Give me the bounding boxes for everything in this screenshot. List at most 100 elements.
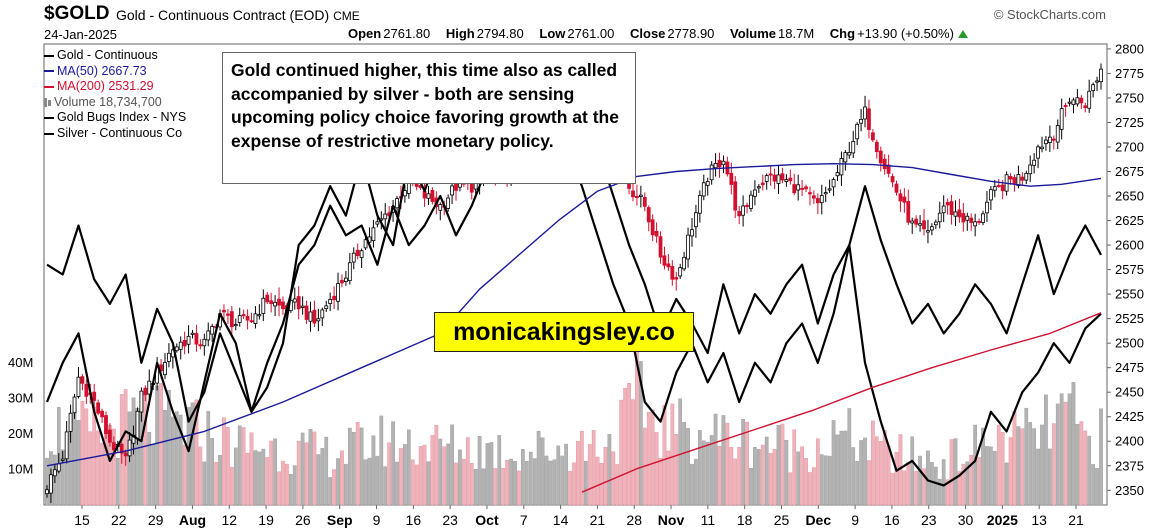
volume-bar: [808, 472, 812, 506]
volume-bar: [261, 448, 266, 506]
volume-bar: [764, 436, 769, 506]
volume-bar: [961, 463, 966, 506]
candle-body: [229, 311, 234, 328]
candle-body: [1087, 90, 1092, 109]
candle-body: [721, 160, 726, 166]
volume-bar: [143, 391, 148, 506]
volume-bar: [831, 420, 836, 506]
candle-body: [202, 338, 207, 347]
legend-gold-swatch: [44, 54, 54, 57]
volume-bar: [572, 462, 576, 506]
volume-bar: [123, 389, 128, 506]
volume-bar: [1028, 422, 1033, 506]
candle-body: [422, 191, 427, 199]
volume-bar: [308, 429, 313, 506]
volume-bar: [827, 455, 832, 506]
volume-bar: [627, 383, 631, 506]
candle-body: [1020, 176, 1025, 181]
volume-bar: [100, 442, 104, 506]
volume-bar: [336, 458, 340, 506]
candle-body: [839, 158, 844, 176]
volume-bar: [930, 462, 934, 506]
date-tick-label: Dec: [805, 512, 831, 528]
ohlc-summary: Open 2761.80 High 2794.80 Low 2761.00 Close…: [348, 26, 968, 41]
candle-body: [135, 410, 140, 439]
candle-body: [174, 346, 179, 352]
candle-body: [827, 188, 832, 191]
volume-bar: [454, 462, 458, 506]
legend-ma50-swatch: [44, 70, 54, 73]
volume-bar: [222, 417, 226, 506]
candle-body: [119, 443, 124, 454]
volume-bar: [399, 448, 403, 506]
volume-bar: [548, 460, 553, 506]
volume-bar: [906, 462, 911, 506]
candle-body: [1024, 172, 1029, 181]
volume-bar: [489, 442, 494, 506]
volume-bar: [1059, 393, 1064, 506]
candle-body: [670, 266, 675, 280]
volume-bar: [214, 461, 218, 506]
candle-body: [1051, 138, 1056, 141]
volume-bar: [973, 424, 978, 506]
legend-ma50: MA(50) 2667.73: [44, 64, 186, 80]
date-tick-label: 21: [1068, 512, 1084, 528]
volume-bar: [1079, 421, 1084, 506]
volume-bar: [835, 434, 840, 506]
candle-body: [764, 175, 769, 182]
volume-bar: [218, 455, 222, 506]
price-tick-label: 2450: [1115, 385, 1144, 400]
volume-bar: [843, 430, 848, 506]
volume-bar: [615, 464, 620, 506]
date-tick-label: 14: [553, 512, 569, 528]
candle-body: [210, 326, 215, 335]
candle-body: [198, 344, 203, 347]
volume-bar: [800, 446, 804, 506]
volume-bar: [493, 468, 498, 506]
candle-body: [1091, 84, 1096, 91]
volume-bar: [324, 436, 329, 506]
legend-ma200-swatch: [44, 85, 54, 88]
candle-body: [1071, 99, 1076, 106]
candle-body: [402, 190, 407, 197]
candle-body: [347, 262, 352, 282]
candle-body: [882, 158, 887, 170]
candle-body: [902, 196, 907, 203]
price-tick-label: 2575: [1115, 262, 1144, 277]
candle-body: [697, 195, 702, 214]
volume-bar: [1051, 423, 1056, 506]
volume-bar: [788, 472, 793, 506]
candle-body: [981, 213, 985, 223]
date-tick-label: 19: [258, 512, 274, 528]
volume-bar: [253, 450, 258, 506]
price-tick-label: 2750: [1115, 90, 1144, 105]
candle-body: [182, 340, 187, 347]
candle-body: [650, 219, 655, 236]
volume-bar: [914, 471, 919, 506]
low-label: Low: [539, 26, 566, 41]
volume-bar: [351, 432, 356, 506]
candle-body: [686, 234, 690, 260]
volume-bar: [1012, 411, 1017, 506]
candle-body: [222, 309, 226, 313]
candle-body: [819, 195, 824, 204]
volume-bar: [371, 435, 376, 506]
volume-bar: [713, 413, 718, 506]
candle-body: [749, 194, 753, 209]
volume-label: Volume: [730, 26, 777, 41]
volume-bar: [654, 432, 659, 506]
price-tick-label: 2350: [1115, 483, 1144, 498]
volume-bar: [741, 419, 745, 506]
volume-bar: [1067, 393, 1072, 506]
date-tick-label: 29: [148, 512, 164, 528]
volume-bar: [709, 435, 714, 506]
volume-bar: [1036, 448, 1040, 506]
candle-body: [324, 305, 329, 310]
price-tick-label: 2500: [1115, 336, 1144, 351]
volume-bar: [890, 473, 895, 506]
volume-bar: [871, 420, 875, 506]
candle-body: [682, 256, 687, 270]
volume-bar: [678, 398, 683, 506]
price-tick-label: 2625: [1115, 213, 1144, 228]
candle-body: [261, 297, 266, 314]
